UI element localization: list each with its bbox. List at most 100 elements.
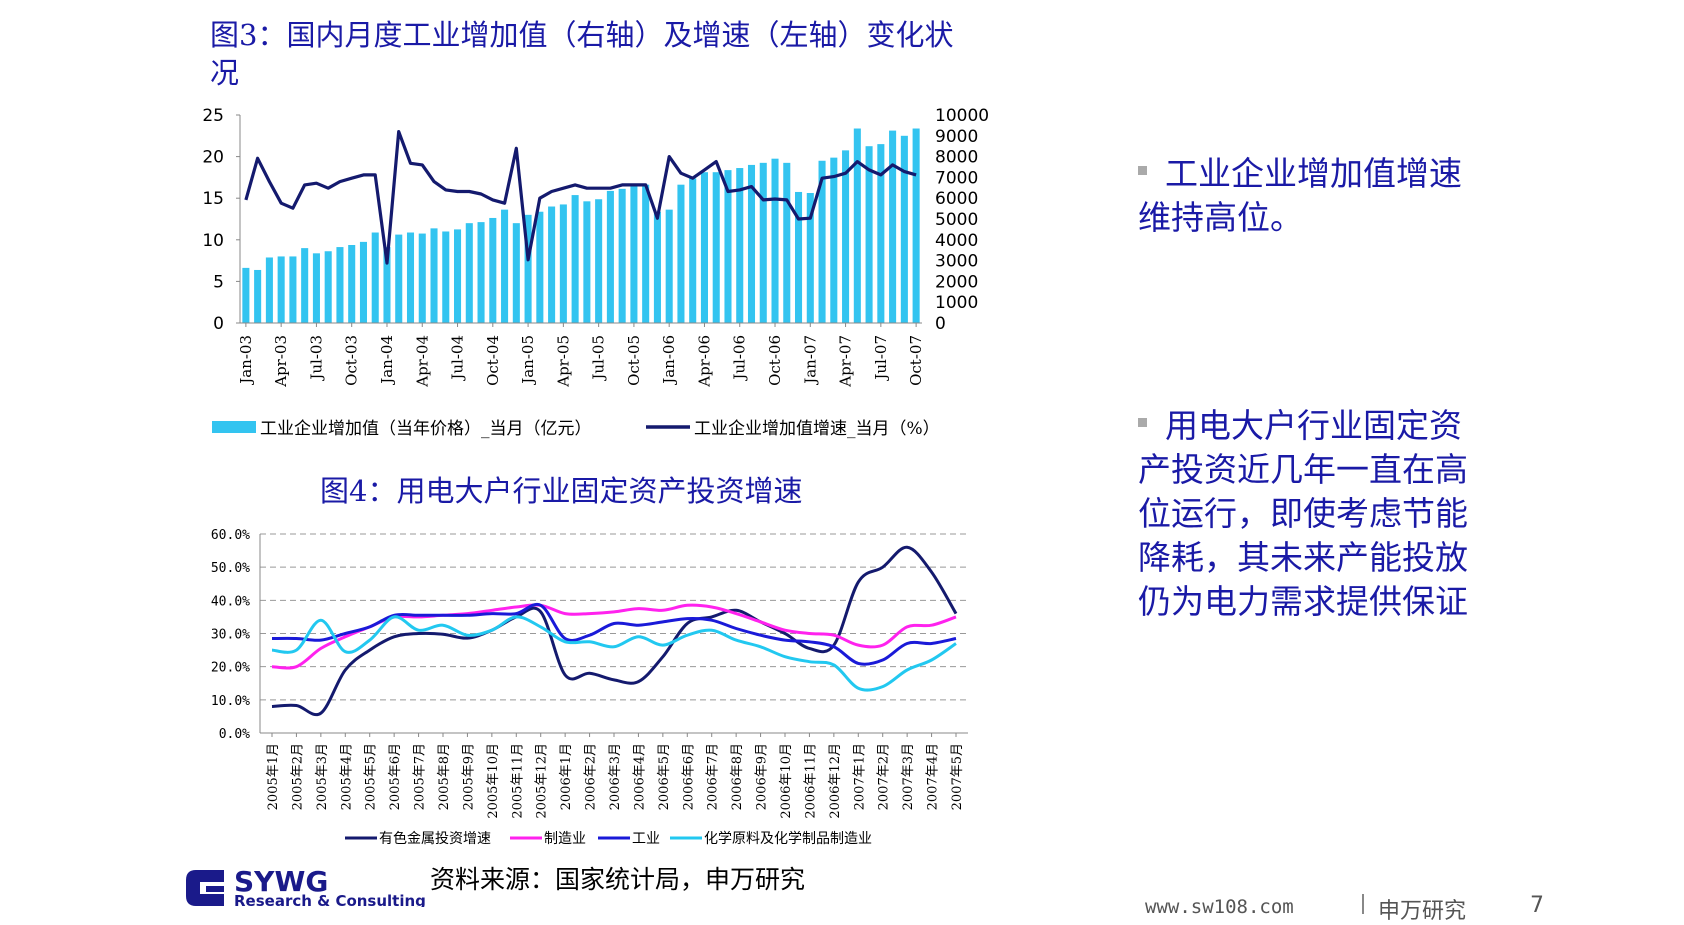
y-tick-40.0%: 40.0% [211,594,250,609]
bar-Apr-04 [418,233,426,323]
x-tick-2005年7月: 2005年7月 [413,743,428,810]
x-tick-2006年4月: 2006年4月 [632,743,647,810]
bar-Aug-03 [324,251,332,323]
y-tick-30.0%: 30.0% [211,628,250,643]
x-tick-Oct-06: Oct-06 [766,335,784,386]
y-tick-20.0%: 20.0% [211,661,250,676]
x-tick-Apr-04: Apr-04 [413,335,431,388]
y-right-tick-4000: 4000 [935,231,978,251]
bar-Mar-04 [406,232,415,323]
bar-Jan-07 [806,193,814,323]
bar-Mar-07 [830,157,838,323]
bar-Jul-04 [454,229,462,323]
bar-Nov-04 [501,209,509,323]
bar-Apr-03 [277,256,285,323]
x-tick-2005年2月: 2005年2月 [290,743,305,810]
series-line-0 [271,545,958,717]
x-tick-2006年1月: 2006年1月 [559,743,574,810]
bar-Dec-04 [512,223,520,323]
bar-Oct-07 [912,128,920,323]
bullet-text-1: 工业企业增加值增速维持高位。 [1138,154,1462,237]
bar-Aug-06 [747,164,756,323]
x-tick-2005年6月: 2005年6月 [388,743,403,810]
x-tick-Apr-05: Apr-05 [554,335,572,388]
y-right-tick-8000: 8000 [935,148,978,168]
bar-Aug-05 [606,190,614,323]
bullet-point-1: 工业企业增加值增速维持高位。 [1138,152,1468,240]
y-left-tick-20: 20 [202,148,224,168]
bullet-text-2: 用电大户行业固定资产投资近几年一直在高位运行，即使考虑节能降耗，其未来产能投放仍… [1138,406,1468,621]
legend-label-1: 制造业 [544,831,586,847]
bar-Oct-05 [630,184,638,323]
bar-Mar-06 [689,178,697,323]
bar-Apr-06 [700,172,708,323]
x-tick-Jul-07: Jul-07 [872,335,890,382]
x-tick-2005年4月: 2005年4月 [339,743,354,810]
y-left-tick-5: 5 [213,272,224,292]
series-line-2 [271,602,957,666]
bar-Jun-07 [865,146,873,323]
x-tick-Apr-07: Apr-07 [837,335,855,388]
x-tick-2006年3月: 2006年3月 [608,743,623,810]
y-right-tick-10000: 10000 [935,106,989,126]
x-tick-Oct-07: Oct-07 [907,335,925,386]
bar-May-04 [430,228,438,323]
footer-url[interactable]: www.sw108.com [1145,896,1294,918]
footer-separator [1362,894,1364,914]
legend-label-bar: 工业企业增加值（当年价格）_当月（亿元） [260,419,592,439]
x-tick-2006年10月: 2006年10月 [779,743,794,819]
chart1-industrial-value-added: 0510152025010002000300040005000600070008… [202,106,989,439]
series-line-3 [271,615,957,692]
x-tick-Jan-03: Jan-03 [237,335,255,386]
chart1-title: 图3：国内月度工业增加值（右轴）及增速（左轴）变化状况 [210,18,954,90]
x-tick-2007年1月: 2007年1月 [852,743,867,810]
x-tick-Jul-04: Jul-04 [449,335,467,382]
bar-Dec-06 [795,191,803,323]
y-tick-60.0%: 60.0% [211,528,250,543]
y-tick-50.0%: 50.0% [211,561,250,576]
legend-label-0: 有色金属投资增速 [379,830,491,847]
x-tick-2006年5月: 2006年5月 [657,743,672,810]
x-tick-2007年3月: 2007年3月 [901,743,916,810]
bullet-square-icon [1138,417,1147,427]
y-right-tick-6000: 6000 [935,189,978,209]
x-tick-2005年10月: 2005年10月 [486,743,501,819]
logo-subtitle: Research & Consulting [234,892,426,907]
y-left-tick-25: 25 [202,106,224,126]
x-tick-2005年1月: 2005年1月 [266,743,281,810]
y-tick-0.0%: 0.0% [219,727,250,742]
legend-label-2: 工业 [632,831,660,847]
y-right-tick-3000: 3000 [935,252,978,272]
x-tick-2007年2月: 2007年2月 [877,743,892,810]
x-tick-2006年7月: 2006年7月 [706,743,721,810]
bar-Mar-05 [548,206,556,323]
bar-Sep-06 [759,162,767,323]
x-tick-Oct-04: Oct-04 [484,335,502,386]
y-left-tick-10: 10 [202,231,224,251]
bar-Sep-05 [618,188,626,323]
bar-Nov-03 [359,241,367,323]
series-line-growth [244,130,917,265]
y-right-tick-9000: 9000 [935,127,978,147]
bar-Jan-04 [383,247,391,323]
x-tick-2005年5月: 2005年5月 [364,743,379,810]
bar-Jan-03 [242,267,250,323]
bar-May-07 [853,128,861,323]
bar-Sep-04 [477,222,485,323]
x-tick-Jan-04: Jan-04 [378,335,396,386]
bar-Feb-06 [677,184,685,323]
bar-Mar-03 [265,257,273,323]
x-tick-2005年8月: 2005年8月 [437,743,452,810]
x-tick-2006年2月: 2006年2月 [584,743,599,810]
bar-Feb-04 [395,234,403,323]
source-note: 资料来源：国家统计局，申万研究 [430,865,806,894]
bar-Jun-06 [724,170,732,323]
bar-Oct-03 [348,245,356,323]
x-tick-2006年11月: 2006年11月 [803,743,818,819]
y-right-tick-7000: 7000 [935,168,978,188]
bar-Feb-07 [818,160,826,323]
y-right-tick-1000: 1000 [935,293,978,313]
x-tick-2007年4月: 2007年4月 [926,743,941,810]
bar-Dec-05 [653,211,661,323]
x-tick-2005年9月: 2005年9月 [461,743,476,810]
